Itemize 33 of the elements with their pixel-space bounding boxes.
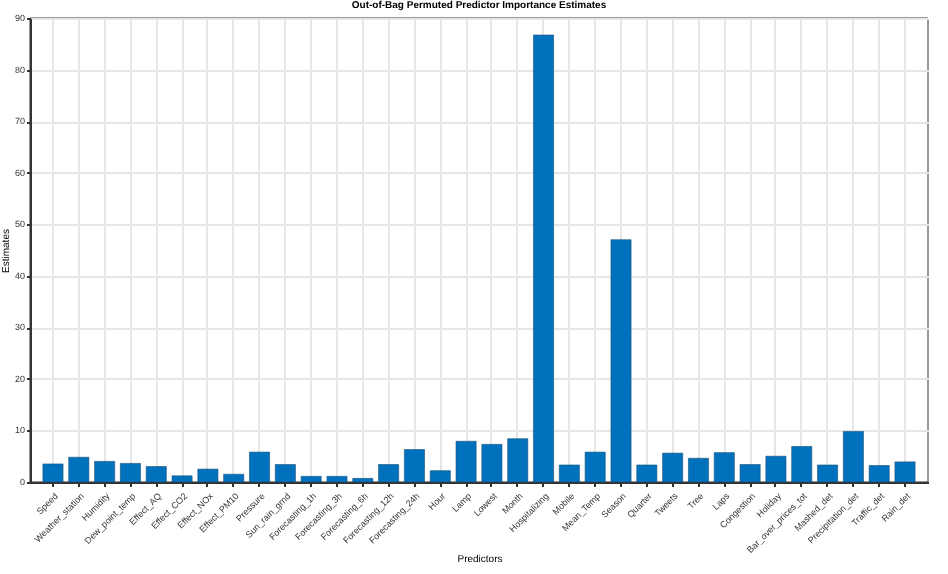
bar xyxy=(765,455,787,483)
bar xyxy=(688,457,709,483)
bar xyxy=(378,464,399,483)
bar xyxy=(429,470,451,483)
bar xyxy=(300,476,322,483)
bar xyxy=(68,456,90,483)
bar xyxy=(894,461,916,483)
bar xyxy=(455,440,477,483)
bar xyxy=(559,464,580,483)
bar xyxy=(636,464,658,483)
bar xyxy=(662,452,684,483)
bar xyxy=(481,444,503,483)
bar xyxy=(223,473,245,483)
bar xyxy=(507,438,529,483)
bar xyxy=(610,239,632,483)
bar xyxy=(739,464,761,483)
bar xyxy=(145,466,167,483)
bar xyxy=(868,465,890,483)
bar xyxy=(791,446,813,483)
bar xyxy=(274,464,296,483)
bar xyxy=(584,451,606,483)
bar xyxy=(817,464,838,483)
bar xyxy=(249,451,270,483)
bar xyxy=(404,449,425,483)
bar xyxy=(197,468,219,483)
bar xyxy=(171,475,193,483)
bar xyxy=(94,461,115,483)
bar xyxy=(120,463,141,483)
bar xyxy=(42,463,64,483)
bar xyxy=(533,34,554,483)
bar xyxy=(713,452,735,483)
bar xyxy=(843,431,864,483)
bar xyxy=(326,476,348,483)
